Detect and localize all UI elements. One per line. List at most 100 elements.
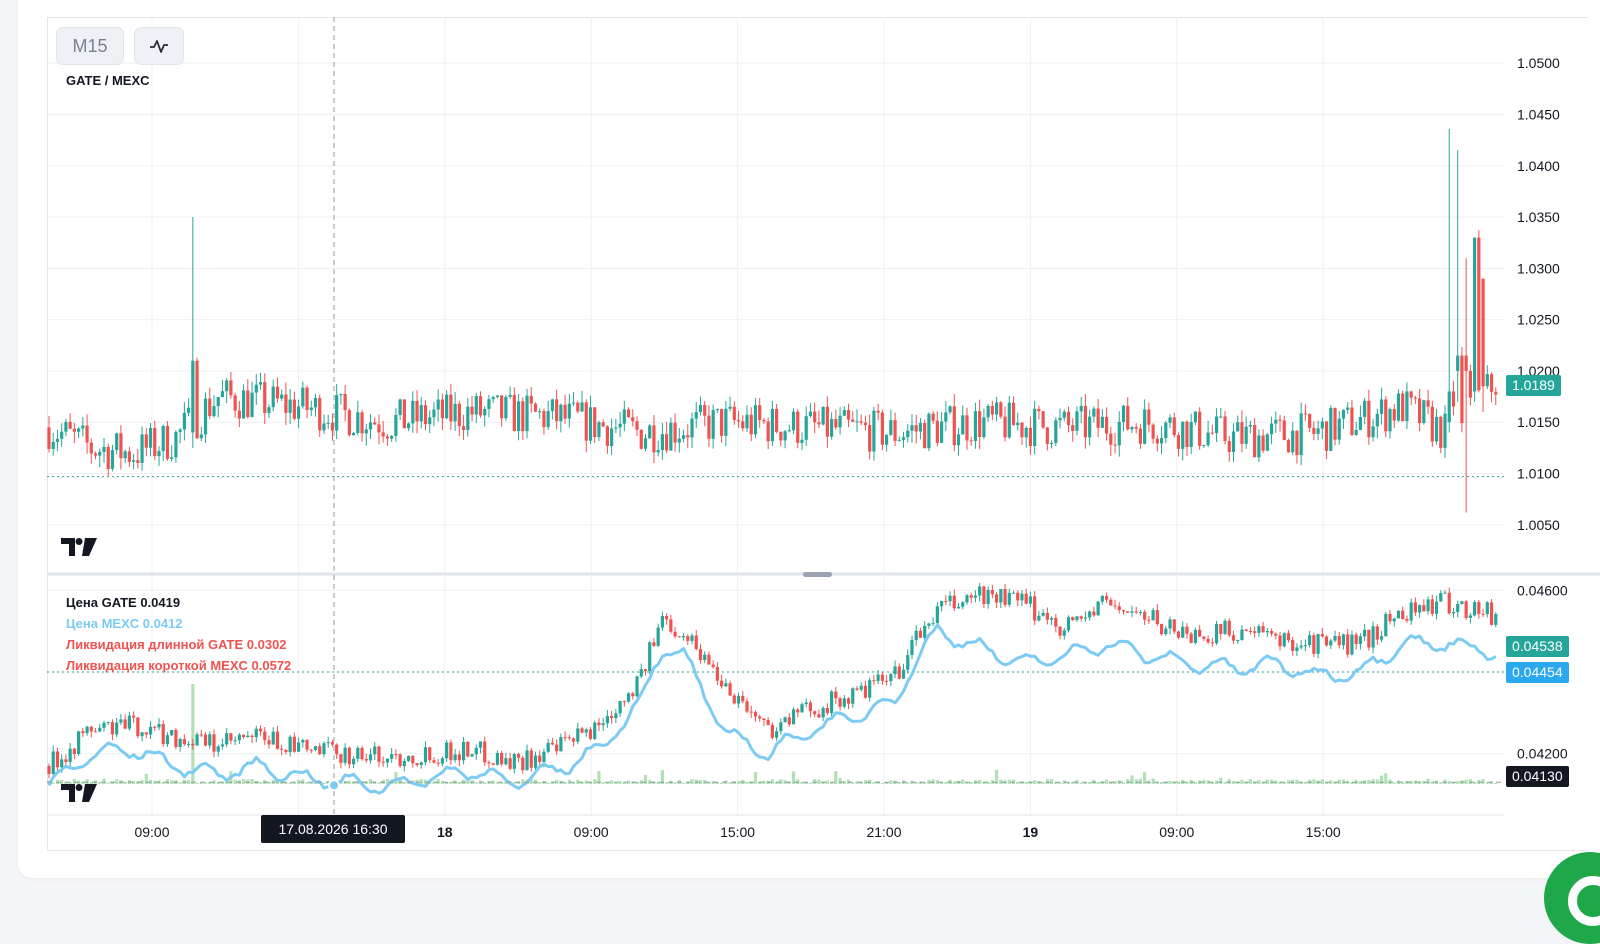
candle-body [47, 427, 51, 449]
volume-bar [935, 780, 939, 784]
gate-candle-body [136, 717, 140, 737]
gate-candle-body [1079, 616, 1083, 619]
gate-candle-body [89, 726, 93, 732]
candle-body [1312, 427, 1316, 434]
gate-candle-body [563, 737, 567, 739]
volume-bar [1295, 779, 1299, 784]
candle-body [994, 402, 999, 415]
gate-candle-body [1253, 631, 1257, 633]
y-tick-label: 0.04600 [1517, 582, 1568, 598]
candle-body [1240, 422, 1244, 444]
gate-candle-body [665, 616, 669, 620]
gate-candle-body [948, 595, 952, 602]
volume-bar [1066, 782, 1071, 784]
gate-candle-body [842, 698, 846, 707]
volume-bar [762, 780, 766, 784]
candle-body [1274, 419, 1278, 424]
volume-bar [1320, 779, 1324, 784]
candle-body [559, 404, 563, 422]
volume-bar [597, 771, 601, 784]
gate-candle-body [1358, 636, 1362, 644]
candle-body [732, 406, 736, 421]
gate-candle-body [445, 742, 449, 759]
volume-bar [834, 770, 838, 784]
gate-candle-body [791, 709, 796, 725]
gate-candle-body [1126, 611, 1130, 613]
gate-candle-body [1130, 611, 1134, 613]
volume-bar [749, 782, 753, 784]
volume-bar [538, 782, 542, 784]
candle-body [445, 394, 449, 419]
gate-candle-body [457, 754, 461, 761]
candle-body [800, 439, 804, 443]
candle-body [1384, 399, 1388, 432]
candle-body [635, 421, 639, 430]
gate-candle-body [483, 741, 487, 763]
x-tick-label: 15:00 [720, 824, 755, 840]
volume-bar [1121, 782, 1126, 784]
volume-bar [1045, 779, 1049, 784]
volume-bar [483, 782, 487, 784]
gate-candle-body [1329, 640, 1333, 646]
candle-body [364, 429, 368, 434]
volume-bar [296, 779, 301, 784]
gate-candle-body [1278, 635, 1282, 647]
candle-body [643, 438, 648, 449]
gate-candle-body [1092, 611, 1096, 616]
volume-bar [660, 770, 664, 784]
gate-candle-body [1244, 629, 1248, 631]
pane-resize-handle[interactable] [803, 572, 832, 577]
chart-canvas[interactable]: 1.0500 1.0450 1.0400 1.0350 1.0300 1.0250 1.02… [0, 0, 1600, 908]
candle-body [791, 411, 796, 431]
volume-bar [1240, 779, 1244, 784]
gate-candle-body [411, 756, 415, 764]
gate-candle-body [1392, 618, 1396, 622]
gate-candle-body [368, 754, 373, 761]
volume-bar [1028, 781, 1033, 784]
candle-body [1257, 435, 1261, 458]
volume-bar [436, 779, 440, 784]
volume-bar [872, 782, 876, 784]
candle-body [1392, 409, 1396, 421]
gate-candle-body [1240, 629, 1244, 640]
volume-bar [216, 782, 220, 784]
volume-bar [555, 779, 559, 784]
gate-candle-body [1379, 636, 1384, 640]
gate-candle-body [990, 590, 994, 595]
gate-candle-body [1189, 633, 1193, 643]
gate-candle-body [1121, 609, 1126, 612]
candle-body [178, 429, 182, 432]
volume-bar [931, 779, 935, 784]
gate-candle-body [1375, 626, 1379, 640]
volume-bar [466, 780, 470, 784]
timeframe-button[interactable]: M15 [56, 27, 124, 65]
volume-bar [1430, 781, 1434, 784]
gate-candle-body [432, 760, 436, 763]
gate-candle-body [939, 600, 944, 607]
gate-candle-body [1028, 596, 1033, 604]
gate-candle-body [301, 740, 305, 743]
gate-candle-body [394, 754, 398, 756]
volume-bar [753, 772, 758, 784]
gate-candle-body [1159, 624, 1164, 635]
volume-bar [576, 779, 580, 784]
volume-bar [635, 781, 639, 784]
candle-body [305, 387, 309, 410]
candle-body [698, 405, 703, 413]
candle-body [182, 412, 186, 430]
volume-bar [1371, 779, 1375, 784]
candle-body [1236, 422, 1240, 432]
volume-bar [1041, 782, 1045, 784]
candle-body [504, 396, 508, 419]
gate-candle-body [571, 738, 576, 742]
indicators-button[interactable] [134, 27, 184, 65]
candle-body [931, 413, 935, 421]
gate-candle-body [614, 713, 618, 719]
candle-body [191, 360, 195, 433]
gate-candle-body [978, 586, 982, 596]
candle-body [419, 405, 423, 422]
gate-candle-body [753, 712, 758, 717]
gate-candle-body [825, 707, 829, 714]
candle-body [1350, 407, 1354, 435]
candle-body [965, 415, 969, 441]
